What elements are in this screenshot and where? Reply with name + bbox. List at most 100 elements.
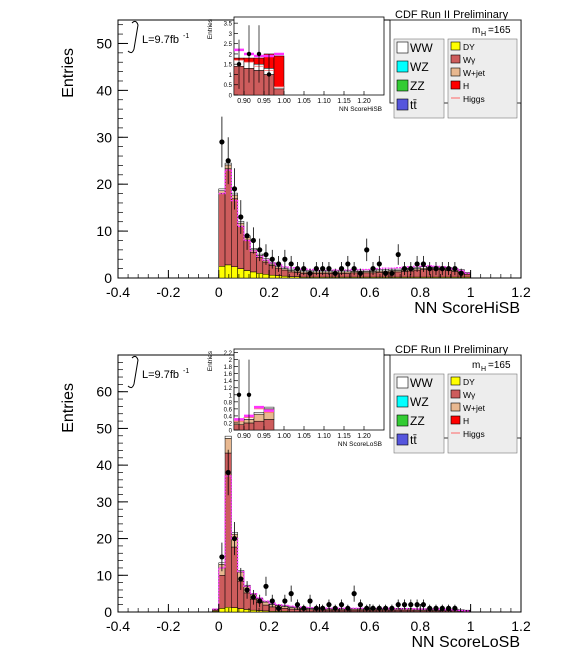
legend-swatch-col1-1 bbox=[396, 395, 409, 408]
legend-swatch-col1-3 bbox=[396, 98, 409, 111]
data-point-3 bbox=[238, 214, 244, 220]
x-axis-label: NN ScoreHiSB bbox=[414, 300, 520, 317]
data-point-37 bbox=[452, 266, 458, 272]
data-point-5 bbox=[244, 587, 250, 593]
inset-y-tick-label-2: 0.4 bbox=[224, 414, 233, 420]
data-point-36 bbox=[445, 266, 452, 272]
x-axis-label: NN ScoreLoSB bbox=[412, 634, 521, 651]
legend-label-col2-0: DY bbox=[463, 42, 475, 52]
histogram-bar-W-11 bbox=[281, 608, 289, 612]
data-point-10 bbox=[275, 605, 282, 611]
data-point-14 bbox=[301, 605, 307, 611]
panel-losb: -0.4 -0.2 0 0.2 0.4 0.6 0.8 1 1.20102030405060NN… bbox=[60, 343, 531, 651]
legend-col2-box bbox=[447, 373, 518, 454]
integral-sign-icon bbox=[127, 20, 139, 54]
data-point-22 bbox=[357, 270, 364, 276]
lumi-label: L=9.7fb bbox=[142, 369, 179, 381]
legend-swatch-col2-0 bbox=[450, 376, 461, 386]
legend-swatch-col1-3 bbox=[396, 433, 409, 446]
data-point-30 bbox=[408, 266, 414, 272]
data-point-8 bbox=[263, 583, 269, 589]
x-tick-label-4: 0.4 bbox=[310, 284, 330, 300]
data-point-25 bbox=[376, 261, 382, 267]
inset-bar-H-4 bbox=[273, 55, 285, 88]
inset-x-tick-label-6: 1.20 bbox=[357, 98, 371, 105]
data-point-2 bbox=[225, 469, 231, 476]
x-tick-label-7: 1 bbox=[467, 618, 475, 634]
y-tick-label-4: 40 bbox=[96, 457, 112, 473]
legend-swatch-col2-3 bbox=[450, 80, 461, 90]
lumi-annotation: L=9.7fb -1 bbox=[127, 355, 189, 389]
data-point-0 bbox=[219, 139, 225, 145]
histogram-bar-DY-8 bbox=[268, 274, 276, 279]
legend-label-col2-4: Higgs bbox=[463, 429, 485, 439]
inset-y-tick-label-8: 1.6 bbox=[224, 372, 233, 378]
data-point-16 bbox=[313, 605, 319, 611]
histogram-bar-W-0 bbox=[218, 193, 226, 267]
legend-label-col2-2: W+jet bbox=[463, 403, 486, 413]
inset-plot: 0.90 0.95 1.00 1.05 1.10 1.15 1.20 0 0.20.40.60.… bbox=[207, 348, 385, 448]
data-point-29 bbox=[395, 602, 401, 608]
histogram-bar-W-39 bbox=[464, 273, 471, 278]
y-tick-label-3: 30 bbox=[96, 129, 112, 145]
legend-swatch-col1-2 bbox=[396, 79, 409, 92]
inset-y-tick-label-6: 1.2 bbox=[224, 386, 233, 392]
data-point-28 bbox=[389, 605, 395, 611]
data-point-24 bbox=[364, 605, 370, 611]
histogram-bar-W-15 bbox=[306, 609, 314, 612]
mass-label: m bbox=[472, 25, 480, 36]
inset-x-tick-label-0: 0.90 bbox=[237, 433, 251, 440]
data-point-37 bbox=[445, 605, 452, 611]
data-point-1 bbox=[219, 554, 225, 560]
data-point-28 bbox=[395, 251, 401, 258]
lumi-annotation: L=9.7fb -1 bbox=[127, 20, 189, 54]
inset-y-tick-label-3: 0.6 bbox=[224, 407, 233, 413]
data-point-14 bbox=[307, 270, 313, 276]
inset-bar-Wjet-2 bbox=[253, 413, 265, 422]
stacked-histogram bbox=[218, 162, 471, 279]
inset-y-axis-label: Entries bbox=[207, 350, 214, 371]
inset-x-tick-label-2: 1.00 bbox=[277, 98, 291, 105]
data-point-18 bbox=[332, 270, 338, 276]
data-point-4 bbox=[244, 233, 250, 239]
histogram-bar-WW-23 bbox=[363, 269, 371, 272]
data-point-8 bbox=[269, 256, 275, 262]
data-point-35 bbox=[439, 266, 445, 272]
histogram-bar-W-25 bbox=[375, 272, 383, 278]
y-tick-label-0: 0 bbox=[104, 604, 112, 620]
y-tick-label-4: 40 bbox=[96, 82, 112, 98]
higgs-signal-line bbox=[212, 475, 471, 612]
legend-swatch-col2-1 bbox=[450, 389, 461, 399]
legend-swatch-col2-2 bbox=[450, 402, 461, 412]
x-axis: -0.4 -0.2 0 0.2 0.4 0.6 0.8 1 1.2 bbox=[106, 270, 531, 300]
inset-y-tick-label-7: 3.5 bbox=[224, 22, 233, 28]
data-point-10 bbox=[282, 256, 288, 262]
legend-label-col2-1: Wγ bbox=[463, 390, 476, 400]
histogram-bar-DY-3 bbox=[231, 607, 238, 613]
data-point-32 bbox=[420, 261, 426, 267]
x-tick-label-5: 0.6 bbox=[360, 284, 380, 300]
legend-swatch-col1-0 bbox=[396, 376, 409, 389]
inset-x-tick-label-1: 0.95 bbox=[257, 433, 271, 440]
histogram-bar-W-23 bbox=[363, 272, 371, 278]
data-point-17 bbox=[320, 605, 326, 611]
inset-y-tick-label-4: 2 bbox=[229, 52, 233, 58]
x-tick-label-1: -0.2 bbox=[156, 618, 180, 634]
data-point-4 bbox=[238, 576, 244, 582]
x-tick-label-7: 1 bbox=[467, 284, 475, 300]
data-point-11 bbox=[282, 598, 288, 604]
data-point-5 bbox=[250, 237, 256, 244]
y-tick-label-5: 50 bbox=[96, 35, 112, 51]
data-point-9 bbox=[269, 598, 275, 604]
legend-label-col1-2: ZZ bbox=[410, 79, 425, 93]
x-tick-label-3: 0.2 bbox=[259, 618, 279, 634]
mass-subscript: H bbox=[481, 31, 486, 38]
histogram-bar-W-1 bbox=[218, 575, 226, 609]
data-point-13 bbox=[294, 602, 301, 608]
inset-y-tick-label-7: 1.4 bbox=[224, 379, 233, 385]
data-point-33 bbox=[420, 602, 426, 608]
inset-y-axis-label: Entries bbox=[207, 18, 214, 39]
data-point-18 bbox=[326, 602, 332, 608]
inset-y-tick-label-9: 1.8 bbox=[224, 365, 233, 371]
